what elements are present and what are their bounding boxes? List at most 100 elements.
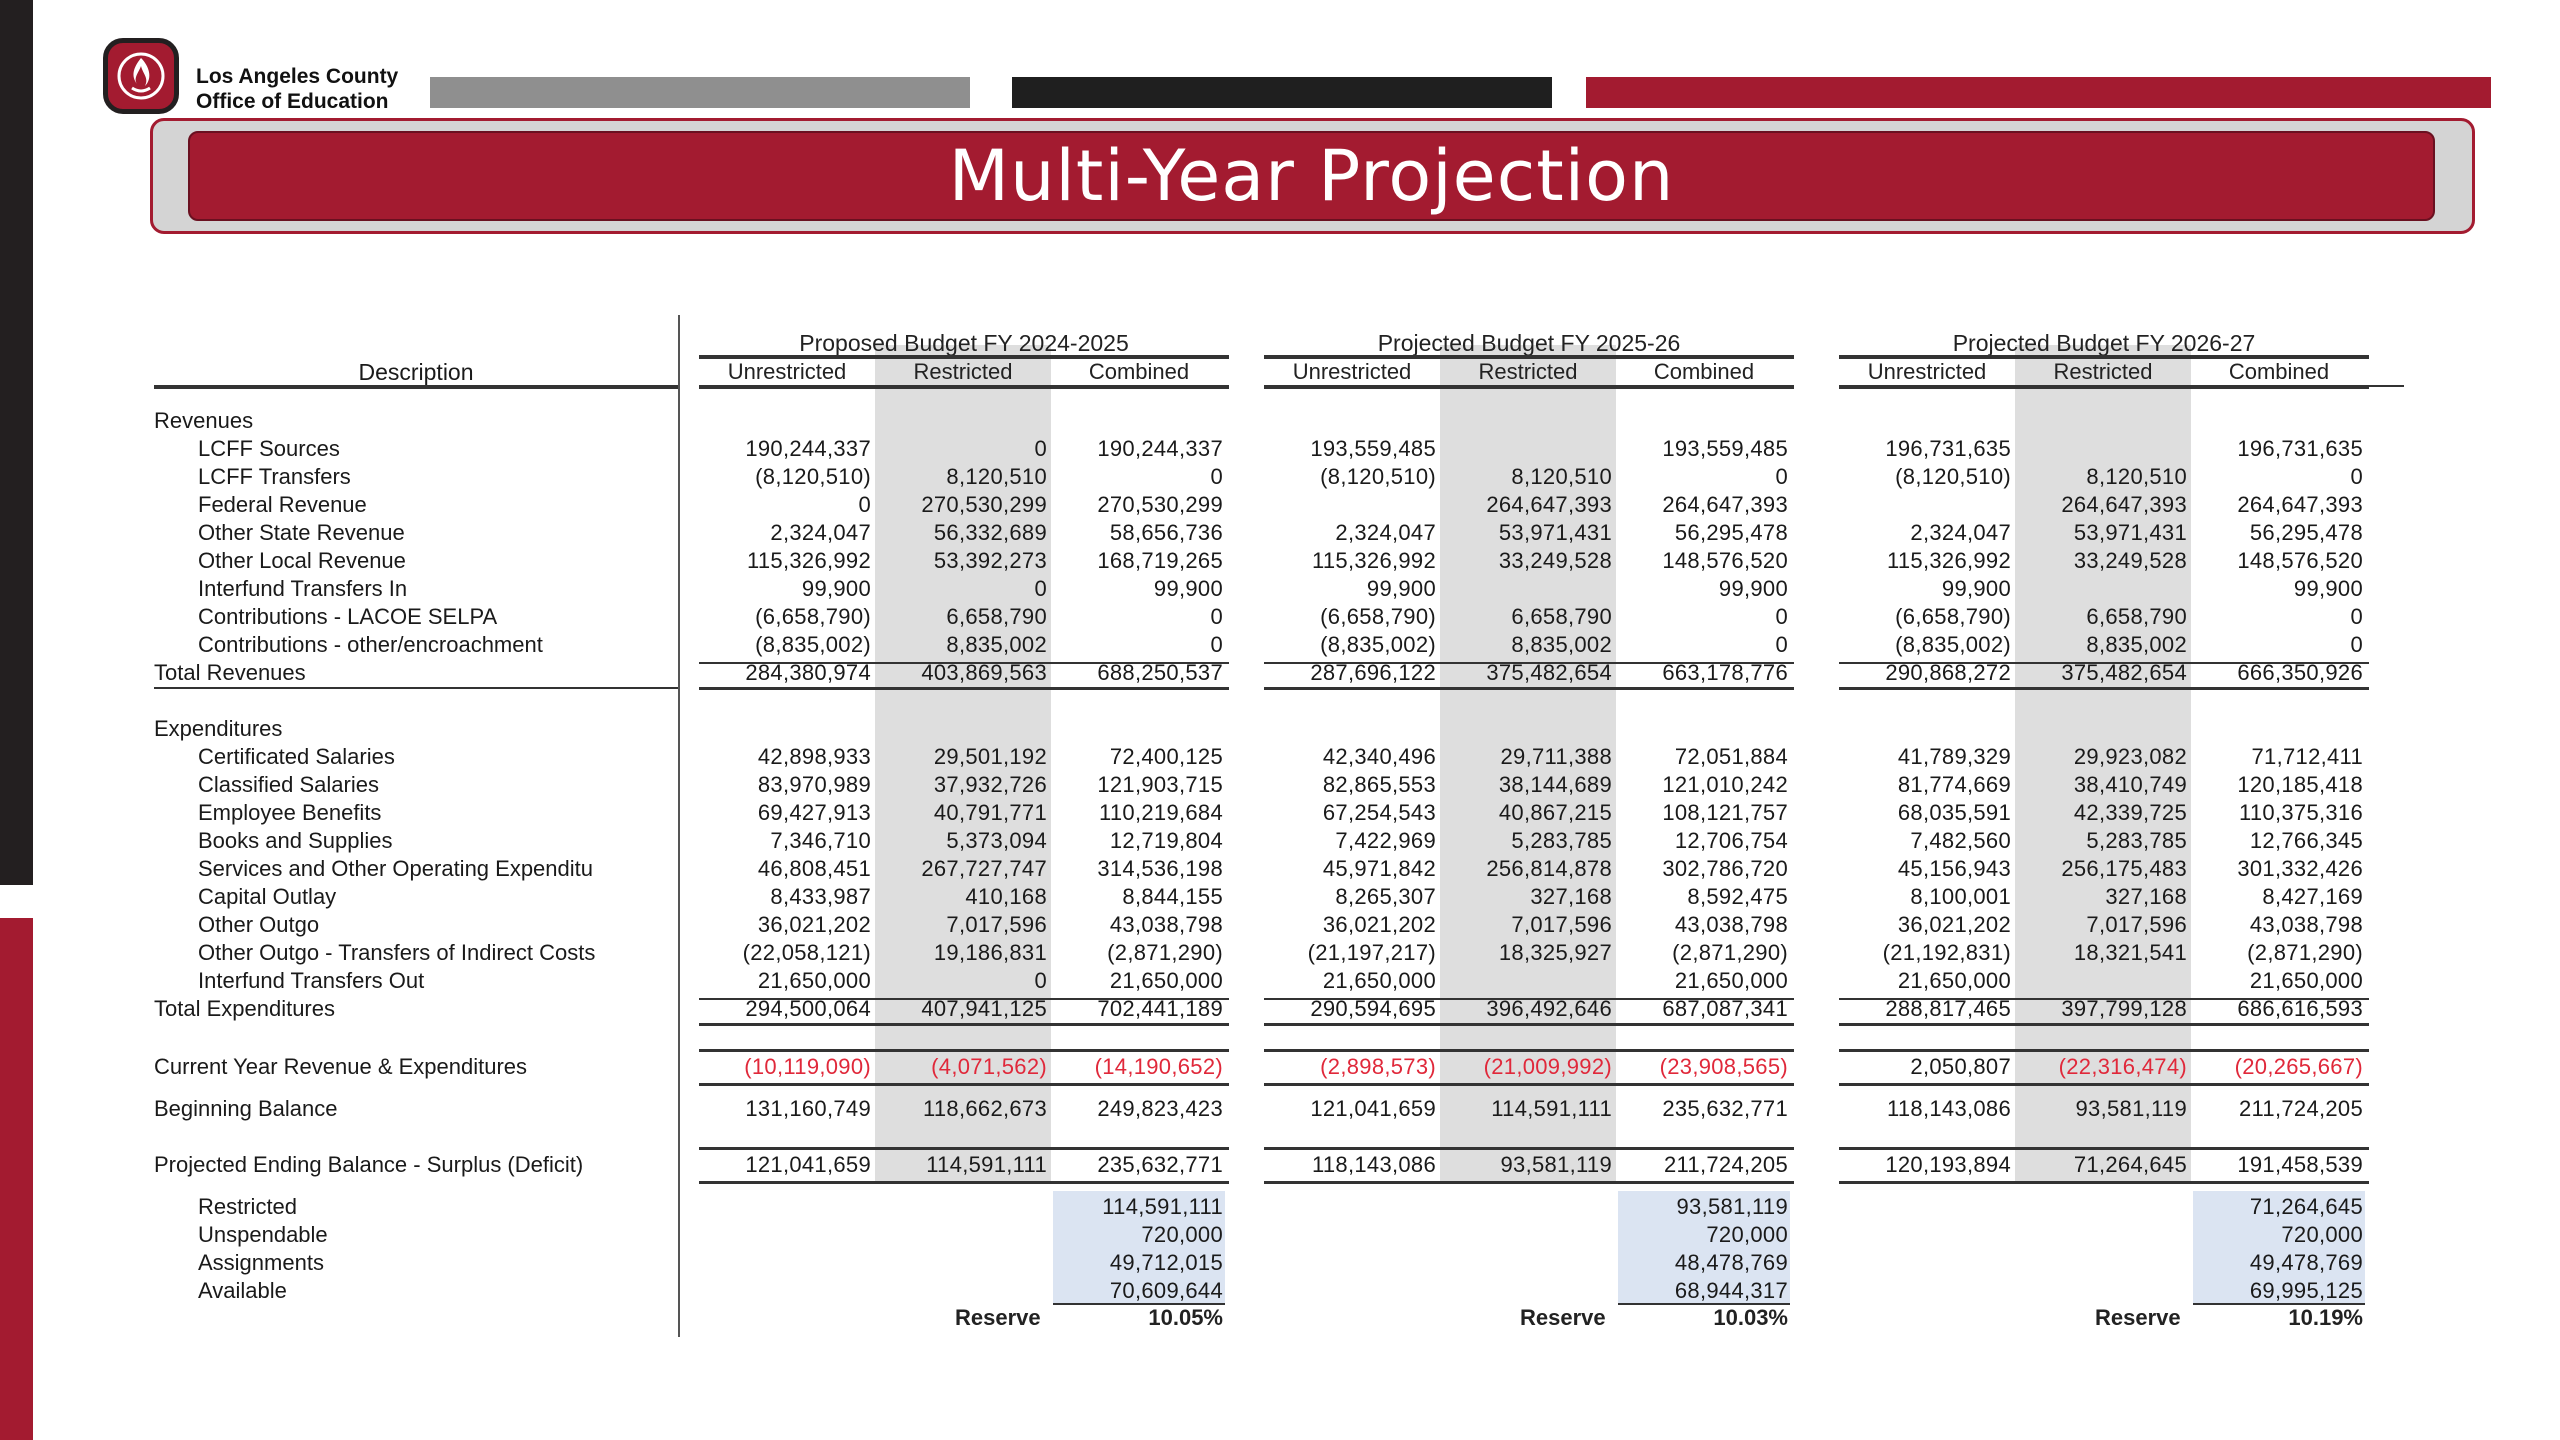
value-cell: 40,791,771: [933, 800, 1047, 825]
value-cell: 18,321,541: [2073, 940, 2187, 965]
value-cell: 12,719,804: [1109, 828, 1223, 853]
column-header-restricted: Restricted: [2053, 359, 2153, 384]
value-cell: (8,835,002): [1895, 632, 2011, 657]
value-cell: (23,908,565): [1659, 1054, 1788, 1079]
value-cell: 5,283,785: [2086, 828, 2187, 853]
value-cell: 0: [2350, 464, 2363, 489]
row-label: Other Outgo - Transfers of Indirect Cost…: [198, 940, 596, 965]
row-label: Employee Benefits: [198, 800, 382, 825]
table-row: LCFF Transfers (8,120,510) 8,120,510 0 (8,12…: [154, 463, 2404, 491]
value-cell: 0: [1034, 968, 1047, 993]
total-rule: [1839, 662, 2369, 664]
value-cell: 288,817,465: [1885, 996, 2011, 1021]
reserve-rule: [2193, 1303, 2365, 1305]
value-cell: 8,120,510: [2086, 464, 2187, 489]
value-cell: 33,249,528: [1498, 548, 1612, 573]
value-cell: 148,576,520: [1662, 548, 1788, 573]
value-cell: (6,658,790): [1895, 604, 2011, 629]
value-cell: 56,295,478: [1674, 520, 1788, 545]
value-cell: 290,594,695: [1310, 996, 1436, 1021]
row-label: Contributions - other/encroachment: [198, 632, 543, 657]
value-cell: 8,427,169: [2262, 884, 2363, 909]
total-rule: [699, 1181, 1229, 1184]
value-cell: (6,658,790): [1320, 604, 1436, 629]
section-row: Expenditures: [154, 715, 2404, 743]
value-cell: (8,120,510): [1320, 464, 1436, 489]
value-cell: (8,120,510): [755, 464, 871, 489]
value-cell: 29,501,192: [933, 744, 1047, 769]
table-row: Certificated Salaries 42,898,933 29,501,19…: [154, 743, 2404, 771]
table-row: Current Year Revenue & Expenditures (10,1…: [154, 1053, 2404, 1081]
value-cell: 115,326,992: [1311, 548, 1436, 573]
value-cell: 0: [1034, 576, 1047, 601]
value-cell: 287,696,122: [1310, 660, 1436, 685]
value-cell: 110,375,316: [2238, 800, 2363, 825]
value-cell: 720,000: [1141, 1222, 1223, 1247]
value-cell: 46,808,451: [757, 856, 871, 881]
value-cell: (22,316,474): [2058, 1054, 2187, 1079]
value-cell: 68,035,591: [1897, 800, 2011, 825]
total-rule: [699, 1147, 1229, 1150]
value-cell: 121,903,715: [1097, 772, 1223, 797]
table-row: Interfund Transfers In 99,900 0 99,900 99,90…: [154, 575, 2404, 603]
value-cell: 193,559,485: [1662, 436, 1788, 461]
value-cell: 294,500,064: [745, 996, 871, 1021]
row-label: Classified Salaries: [198, 772, 379, 797]
value-cell: 21,650,000: [2249, 968, 2363, 993]
value-cell: 688,250,537: [1097, 660, 1223, 685]
value-cell: 267,727,747: [921, 856, 1047, 881]
value-cell: 301,332,426: [2237, 856, 2363, 881]
org-name-line2: Office of Education: [196, 90, 389, 113]
value-cell: 0: [1210, 604, 1223, 629]
value-cell: (8,835,002): [755, 632, 871, 657]
value-cell: (14,190,652): [1094, 1054, 1223, 1079]
value-cell: 235,632,771: [1662, 1096, 1788, 1121]
lacoe-logo-icon: [103, 38, 179, 114]
total-rule: [1839, 998, 2369, 1000]
value-cell: 21,650,000: [1109, 968, 1223, 993]
value-cell: 8,835,002: [1511, 632, 1612, 657]
value-cell: 37,932,726: [933, 772, 1047, 797]
value-cell: 0: [1775, 604, 1788, 629]
value-cell: 83,970,989: [757, 772, 871, 797]
table-row: Other Local Revenue 115,326,992 53,392,273…: [154, 547, 2404, 575]
value-cell: 410,168: [965, 884, 1047, 909]
value-cell: 284,380,974: [745, 660, 871, 685]
table-row: Federal Revenue 0 270,530,299 270,530,299 26…: [154, 491, 2404, 519]
table-row: Contributions - other/encroachment (8,835…: [154, 631, 2404, 659]
value-cell: 21,650,000: [1897, 968, 2011, 993]
value-cell: 29,923,082: [2073, 744, 2187, 769]
org-name-line1: Los Angeles County: [196, 65, 399, 88]
row-label: Current Year Revenue & Expenditures: [154, 1054, 528, 1079]
left-accent-bar-red: [0, 918, 33, 1440]
reserve-label: Reserve: [955, 1305, 1041, 1330]
table-row: Other State Revenue 2,324,047 56,332,689 58…: [154, 519, 2404, 547]
row-label: Projected Ending Balance - Surplus (Defi…: [154, 1152, 584, 1177]
value-cell: 196,731,635: [2237, 436, 2363, 461]
restricted-column-shade: [2015, 345, 2191, 1181]
value-cell: 12,706,754: [1674, 828, 1788, 853]
description-header-rule: [154, 385, 678, 389]
value-cell: 686,616,593: [2237, 996, 2363, 1021]
org-name: Los Angeles County Office of Education: [196, 64, 398, 114]
value-cell: (2,898,573): [1320, 1054, 1436, 1079]
header-stripe-black: [1012, 77, 1552, 108]
column-header-combined: Combined: [1653, 359, 1755, 384]
value-cell: 7,482,560: [1910, 828, 2011, 853]
total-row: Total Revenues 284,380,974 403,869,563 688,…: [154, 659, 2404, 687]
value-cell: 49,712,015: [1109, 1250, 1223, 1275]
total-rule: [699, 998, 1229, 1000]
fund-balance-box: [2193, 1191, 2365, 1305]
column-header-rule: [699, 385, 1229, 389]
row-label: Assignments: [198, 1250, 324, 1275]
value-cell: 256,814,878: [1486, 856, 1612, 881]
header-stripe-grey: [430, 77, 970, 108]
value-cell: 42,340,496: [1322, 744, 1436, 769]
reserve-percent: 10.03%: [1713, 1305, 1788, 1330]
value-cell: 99,900: [1153, 576, 1223, 601]
row-label: Certificated Salaries: [198, 744, 395, 769]
value-cell: 68,944,317: [1674, 1278, 1788, 1303]
value-cell: 7,346,710: [770, 828, 871, 853]
value-cell: 53,392,273: [933, 548, 1047, 573]
value-cell: 264,647,393: [2061, 492, 2187, 517]
